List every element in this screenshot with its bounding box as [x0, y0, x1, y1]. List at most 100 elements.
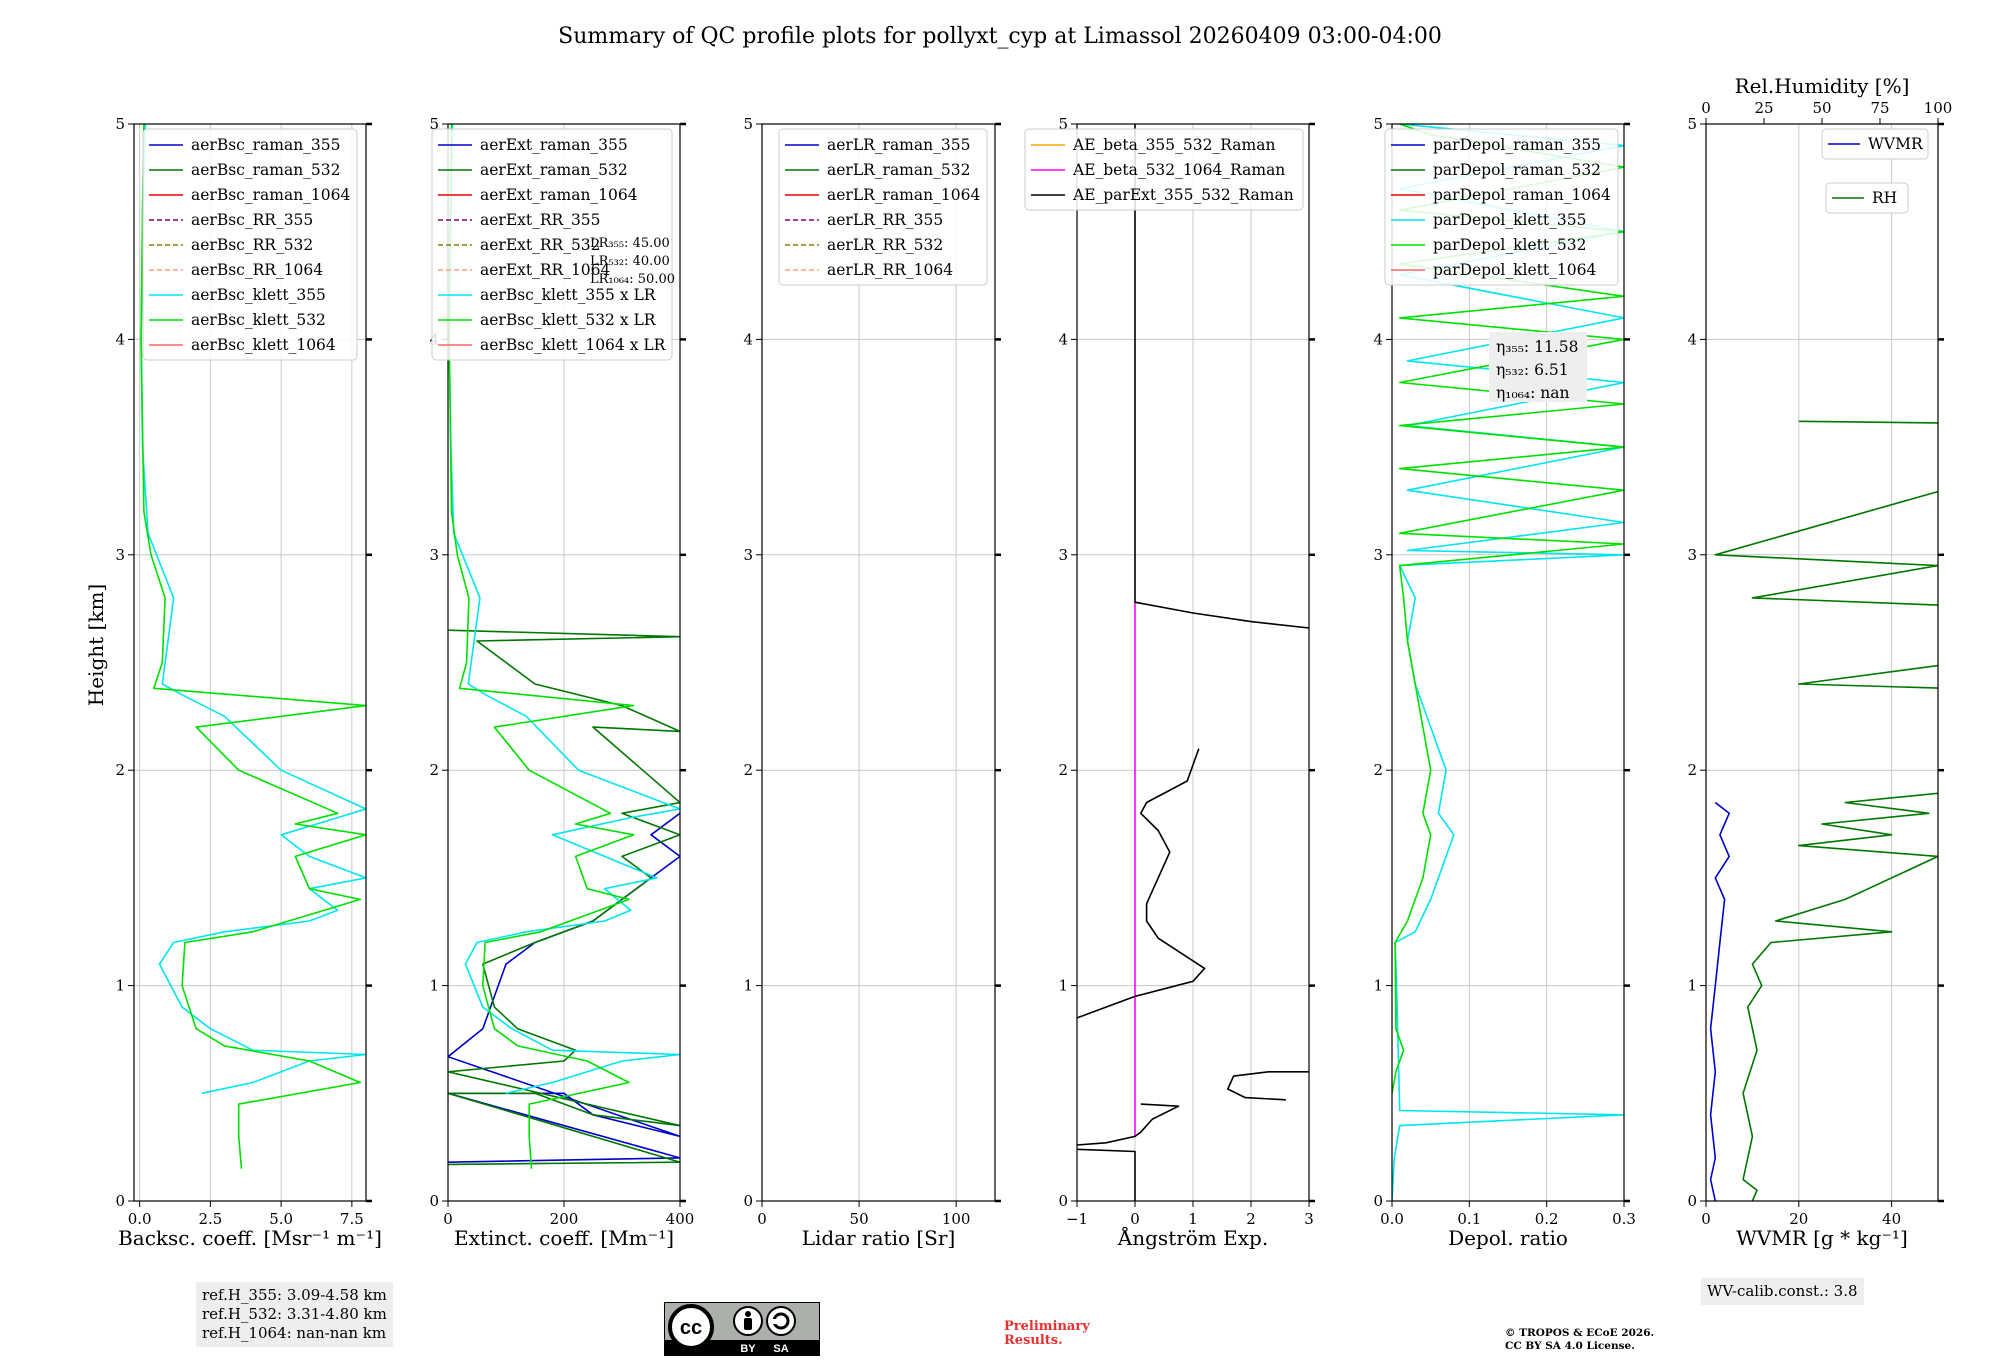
x-axis-label: Lidar ratio [Sr] — [802, 1226, 956, 1250]
copyright-line-1: © TROPOS & ECoE 2026. — [1505, 1327, 1655, 1339]
series-group — [140, 124, 366, 1169]
x-tick-label: 0.0 — [128, 1210, 152, 1228]
series-ae-parext-355-532-raman — [1077, 748, 1206, 1019]
legend-label-pardepol-klett-355: parDepol_klett_355 — [1433, 211, 1586, 229]
x-tick-label: 0 — [1130, 1210, 1140, 1228]
legend-label-aerbsc-klett-1064-x-lr: aerBsc_klett_1064 x LR — [480, 336, 667, 354]
legend-wvmr: WVMR — [1821, 128, 1929, 160]
y-tick-label: 2 — [743, 761, 753, 779]
y-tick-label: 4 — [1058, 330, 1068, 348]
preliminary-line-1: Preliminary — [1004, 1319, 1090, 1334]
legend-label-aerlr-rr-532: aerLR_RR_532 — [827, 236, 943, 254]
legend-box — [142, 128, 358, 361]
legend-label-wvmr: WVMR — [1868, 135, 1924, 153]
top-x-tick-label: 0 — [1701, 99, 1711, 117]
x-axis-label: WVMR [g * kg⁻¹] — [1736, 1226, 1908, 1250]
lidar-ratio-note: LR₅₃₂: 40.00 — [590, 254, 670, 269]
y-tick-label: 4 — [743, 330, 753, 348]
x-tick-label: 40 — [1882, 1210, 1901, 1228]
series-aerbsc-klett-355-x-lr — [448, 124, 680, 1095]
cc-by-sa-license-badge: cc BY SA — [664, 1302, 820, 1356]
legend-label-aerext-rr-1064: aerExt_RR_1064 — [480, 261, 611, 279]
x-tick-label: 0.1 — [1457, 1210, 1481, 1228]
legend: aerExt_raman_355 aerExt_raman_532 aerExt_r… — [431, 128, 673, 361]
legend-label-aerext-raman-1064: aerExt_raman_1064 — [480, 186, 638, 204]
y-tick-label: 2 — [1058, 761, 1068, 779]
series-aerbsc-klett-532 — [140, 124, 366, 1169]
x-tick-label: 5.0 — [269, 1210, 293, 1228]
license-sa-label: SA — [773, 1343, 788, 1355]
cc-logo-text: cc — [680, 1317, 702, 1339]
legend-rh: RH — [1825, 182, 1909, 214]
x-tick-label: 0 — [757, 1210, 767, 1228]
y-tick-label: 0 — [1058, 1192, 1068, 1210]
axes-frame — [1391, 123, 1625, 1202]
wv-calibration-constant: WV-calib.const.: 3.8 — [1707, 1282, 1858, 1300]
y-tick-label: 4 — [1373, 330, 1383, 348]
top-x-tick-label: 50 — [1812, 99, 1831, 117]
x-tick-label: 50 — [850, 1210, 869, 1228]
panel-6: 0 20 40 0 1 2 3 4 5 WVMR [g * kg⁻¹] 0 25 50 75 100 Rel.… — [1687, 74, 1953, 1250]
x-tick-label: 1 — [1188, 1210, 1198, 1228]
top-x-tick-label: 100 — [1924, 99, 1953, 117]
y-tick-label: 0 — [115, 1192, 125, 1210]
series-ae-parext-355-532-raman — [1134, 124, 1309, 629]
panel-1: 0.0 2.5 5.0 7.5 0 1 2 3 4 5 Backsc. coeff. [Msr⁻¹ … — [115, 115, 381, 1250]
preliminary-line-2: Results. — [1004, 1333, 1063, 1348]
legend-label-aerext-raman-532: aerExt_raman_532 — [480, 161, 628, 179]
y-tick-label: 3 — [743, 546, 753, 564]
x-tick-label: 20 — [1789, 1210, 1808, 1228]
series-aerbsc-klett-355 — [140, 124, 366, 1095]
legend-label-aerbsc-klett-532: aerBsc_klett_532 — [191, 311, 326, 329]
axes-frame — [1705, 123, 1939, 1202]
legend-box — [431, 128, 673, 361]
legend-label-aerbsc-raman-1064: aerBsc_raman_1064 — [191, 186, 351, 204]
series-pardepol-klett-355 — [1392, 124, 1624, 1201]
y-tick-label: 5 — [115, 115, 125, 133]
legend-label-aerbsc-klett-355: aerBsc_klett_355 — [191, 286, 326, 304]
eta-box — [1489, 332, 1587, 402]
legend-label-aerlr-rr-1064: aerLR_RR_1064 — [827, 261, 953, 279]
top-x-tick-label: 75 — [1870, 99, 1889, 117]
legend-label-aerbsc-klett-1064: aerBsc_klett_1064 — [191, 336, 336, 354]
y-tick-label: 4 — [1687, 330, 1697, 348]
y-tick-label: 0 — [429, 1192, 439, 1210]
legend-label-pardepol-raman-532: parDepol_raman_532 — [1433, 161, 1601, 179]
legend-label-pardepol-raman-355: parDepol_raman_355 — [1433, 136, 1601, 154]
eta-value: η₁₀₆₄: nan — [1496, 384, 1570, 402]
panel-2: 0200400012345Extinct. coeff. [Mm⁻¹]aerEx… — [429, 115, 694, 1250]
legend-label-aerlr-rr-355: aerLR_RR_355 — [827, 211, 943, 229]
reference-height-box: ref.H_355: 3.09-4.58 km ref.H_532: 3.31-… — [196, 1282, 393, 1347]
y-tick-label: 1 — [1058, 977, 1068, 995]
legend: aerBsc_raman_355 aerBsc_raman_532 aerBsc_r… — [142, 128, 358, 361]
lidar-ratio-note: LR₃₅₅: 45.00 — [590, 236, 670, 251]
legend-label-aerbsc-rr-1064: aerBsc_RR_1064 — [191, 261, 323, 279]
figure-title: Summary of QC profile plots for pollyxt_… — [558, 24, 1442, 49]
y-tick-label: 0 — [1373, 1192, 1383, 1210]
x-tick-label: 400 — [666, 1210, 695, 1228]
legend-label-aerbsc-raman-355: aerBsc_raman_355 — [191, 136, 341, 154]
axes-frame — [761, 123, 996, 1202]
cc-logo-icon — [668, 1304, 714, 1350]
y-tick-label: 5 — [1058, 115, 1068, 133]
legend-box — [1384, 128, 1619, 286]
x-tick-label: 200 — [550, 1210, 579, 1228]
y-tick-label: 1 — [429, 977, 439, 995]
x-tick-label: 100 — [942, 1210, 971, 1228]
legend-box — [1821, 128, 1929, 160]
x-tick-label: 3 — [1304, 1210, 1314, 1228]
legend-label-ae-beta-355-532-raman: AE_beta_355_532_Raman — [1072, 136, 1275, 154]
legend-label-aerext-raman-355: aerExt_raman_355 — [480, 136, 628, 154]
x-tick-label: 0.2 — [1535, 1210, 1559, 1228]
x-tick-label: 2.5 — [198, 1210, 222, 1228]
y-tick-label: 5 — [743, 115, 753, 133]
y-tick-label: 1 — [1687, 977, 1697, 995]
series-aerbsc-klett-532-x-lr — [448, 124, 635, 1169]
x-axis-label: Extinct. coeff. [Mm⁻¹] — [454, 1226, 674, 1250]
y-tick-label: 2 — [1373, 761, 1383, 779]
y-tick-label: 3 — [115, 546, 125, 564]
legend-label-pardepol-raman-1064: parDepol_raman_1064 — [1433, 186, 1611, 204]
series-group — [1709, 420, 1938, 1201]
ref-height-532: ref.H_532: 3.31-4.80 km — [202, 1305, 387, 1323]
